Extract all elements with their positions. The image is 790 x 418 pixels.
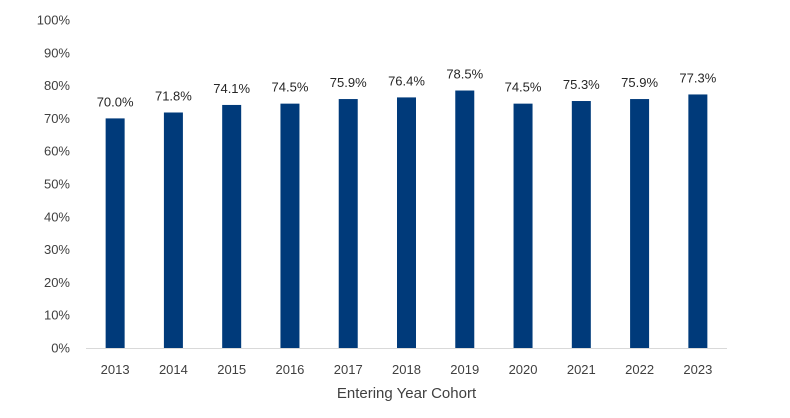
data-label: 76.4% (388, 73, 425, 88)
x-tick-label: 2018 (392, 362, 421, 377)
bar (338, 99, 358, 348)
x-tick-label: 2013 (101, 362, 130, 377)
y-tick-label: 100% (37, 13, 71, 28)
bar (513, 103, 533, 348)
data-label: 75.9% (330, 75, 367, 90)
data-label: 74.5% (272, 80, 309, 95)
y-tick-label: 70% (44, 111, 70, 126)
data-label: 71.8% (155, 88, 192, 103)
data-label: 75.9% (621, 75, 658, 90)
bar (105, 118, 125, 349)
bar (630, 99, 650, 348)
data-labels: 70.0% 71.8% 74.1% 74.5% 75.9% 76.4% 78.5% 74.5%… (97, 67, 717, 110)
data-label: 78.5% (446, 67, 483, 82)
data-label: 74.1% (213, 81, 250, 96)
bar (455, 90, 475, 349)
x-tick-label: 2022 (625, 362, 654, 377)
bar (280, 103, 300, 348)
bars (105, 90, 708, 349)
y-tick-label: 40% (44, 209, 70, 224)
x-tick-label: 2020 (509, 362, 538, 377)
bar (571, 101, 591, 349)
bar (688, 94, 708, 349)
y-axis-tick-labels: 0% 10% 20% 30% 40% 50% 60% 70% 80% 90% 100% (37, 13, 71, 356)
data-label: 74.5% (505, 80, 542, 95)
bar (397, 97, 416, 349)
x-tick-label: 2015 (217, 362, 246, 377)
y-tick-label: 30% (44, 242, 70, 257)
x-tick-label: 2017 (334, 362, 363, 377)
data-label: 75.3% (563, 77, 600, 92)
y-tick-label: 20% (44, 275, 70, 290)
y-tick-label: 90% (44, 45, 70, 60)
y-tick-label: 80% (44, 78, 70, 93)
y-tick-label: 0% (51, 341, 70, 356)
data-label: 70.0% (97, 94, 134, 109)
x-tick-label: 2021 (567, 362, 596, 377)
data-label: 77.3% (679, 70, 716, 85)
x-axis-tick-labels: 2013 2014 2015 2016 2017 2018 2019 2020 2021 2022… (101, 362, 713, 377)
bar (163, 112, 183, 348)
y-tick-label: 60% (44, 144, 70, 159)
x-tick-label: 2019 (450, 362, 479, 377)
x-axis-title: Entering Year Cohort (337, 385, 477, 402)
y-tick-label: 10% (44, 308, 70, 323)
y-tick-label: 50% (44, 177, 70, 192)
x-tick-label: 2016 (275, 362, 304, 377)
bar (222, 104, 242, 349)
x-tick-label: 2014 (159, 362, 188, 377)
x-tick-label: 2023 (683, 362, 712, 377)
